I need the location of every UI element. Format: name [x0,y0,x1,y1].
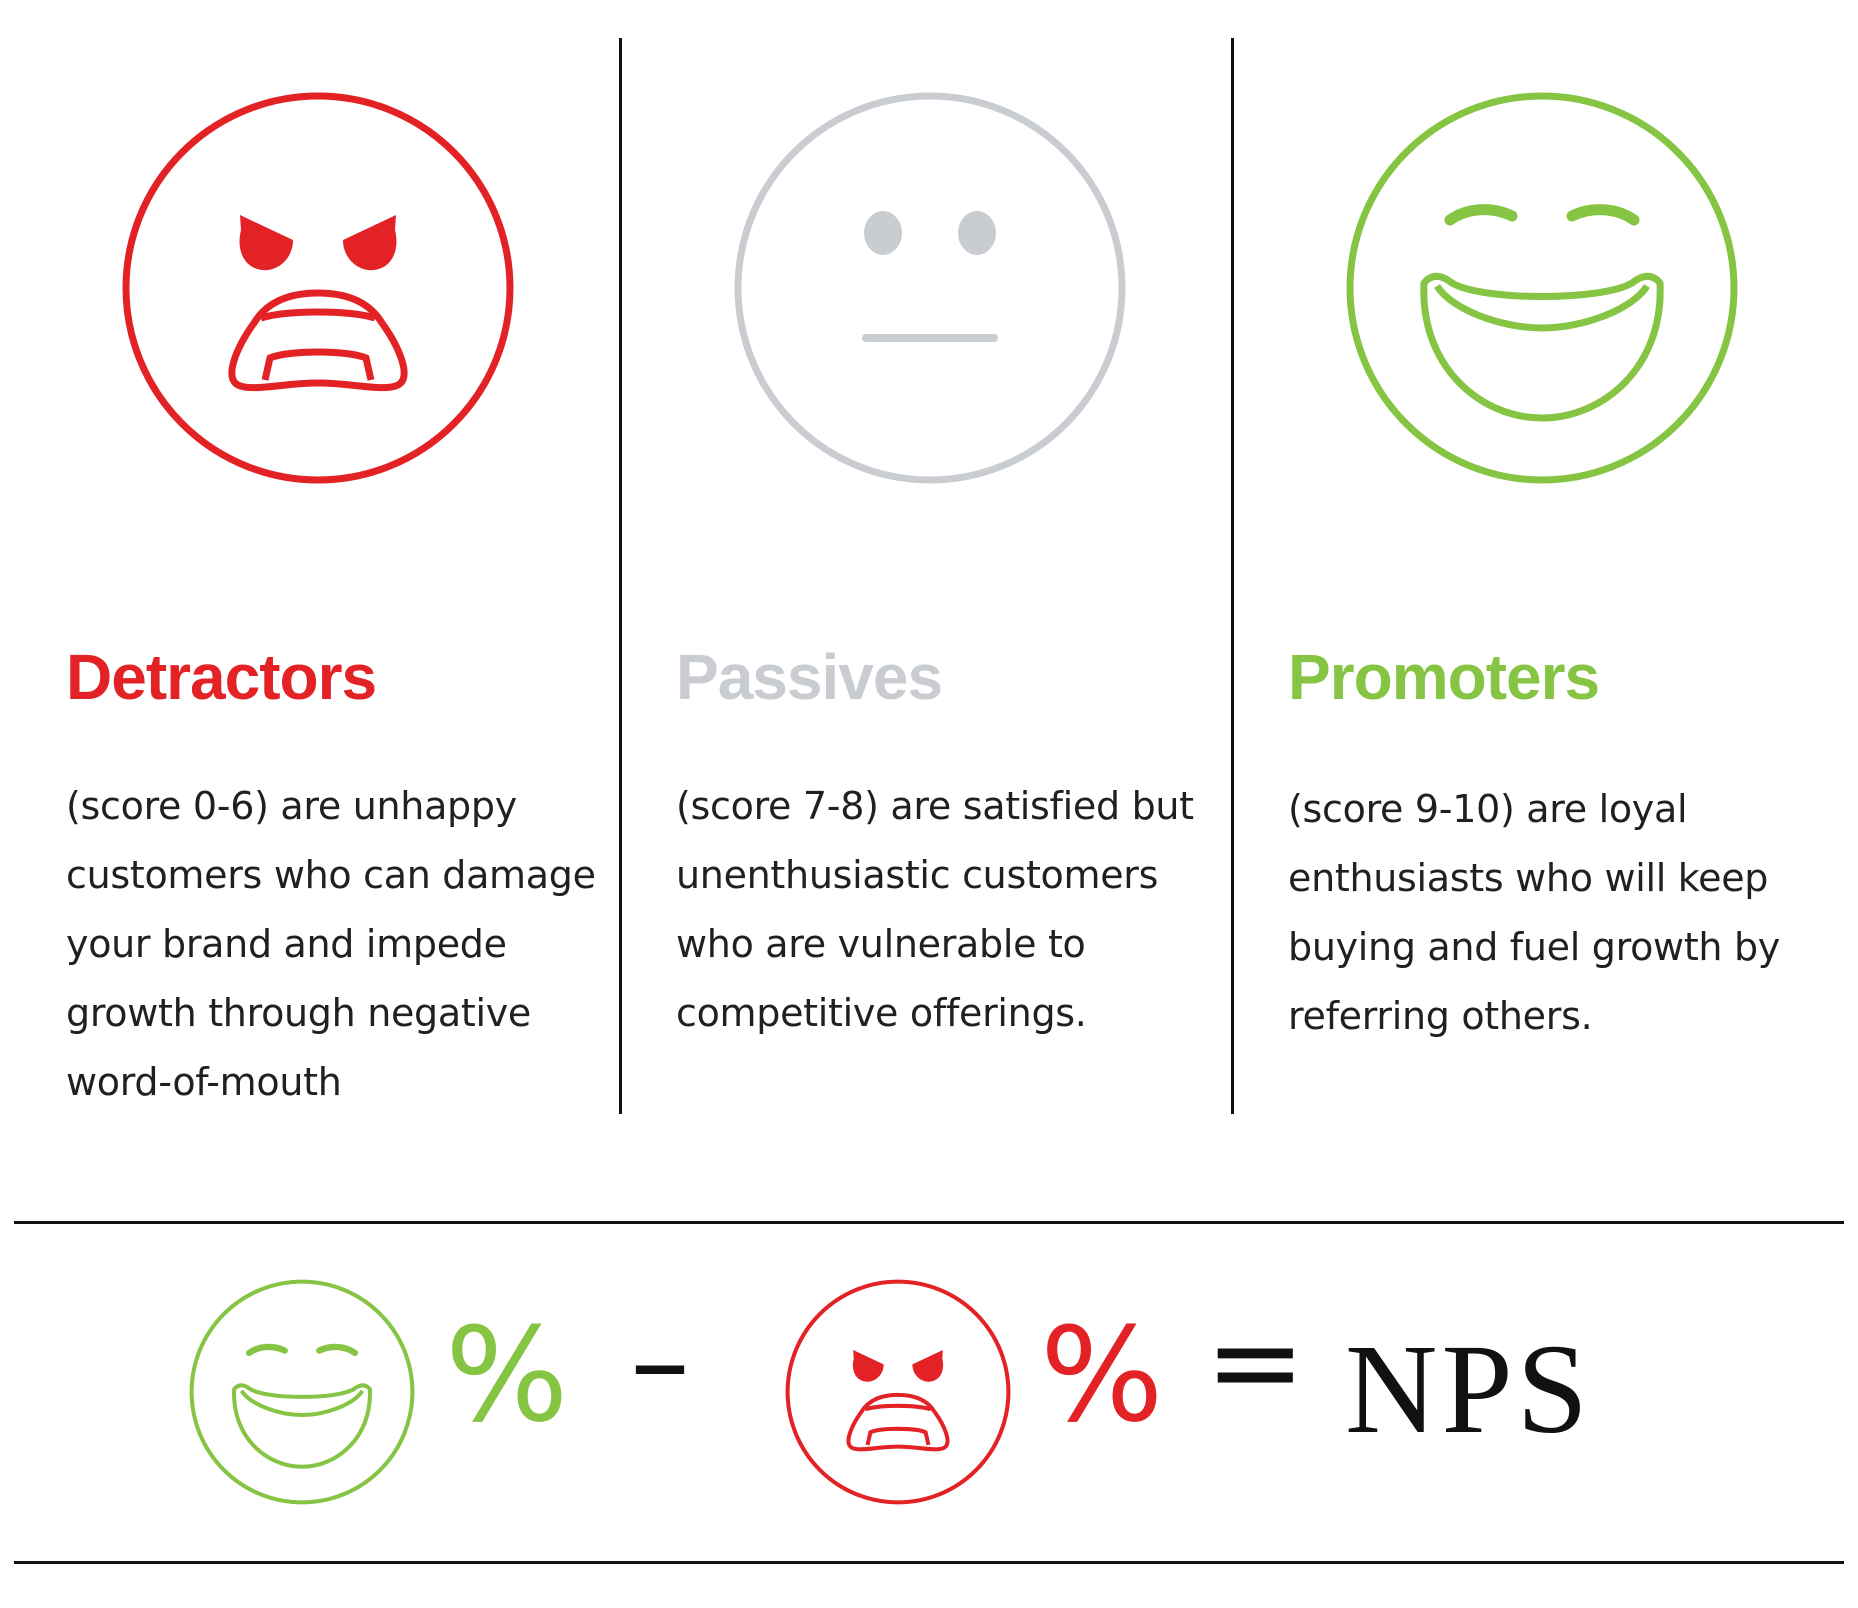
detractors-column: Detractors (score 0-6) are unhappy custo… [40,0,600,1120]
nps-label: NPS [1345,1318,1592,1460]
detractors-description: (score 0-6) are unhappy customers who ca… [66,784,596,1104]
promoters-column: Promoters (score 9-10) are loyal enthusi… [1262,0,1822,1120]
passives-heading: Passives [676,641,943,713]
passives-description: (score 7-8) are satisfied but unenthusia… [676,784,1194,1035]
promoters-description: (score 9-10) are loyal enthusiasts who w… [1288,787,1780,1038]
angry-face-icon [783,1277,1013,1507]
detractors-heading: Detractors [66,641,377,713]
passives-column: Passives (score 7-8) are satisfied but u… [650,0,1210,1120]
column-divider [619,38,622,1114]
formula-top-rule [14,1221,1844,1224]
neutral-face-icon [730,88,1130,488]
detractor-percent: % [1040,1299,1164,1451]
equals-sign: = [1205,1293,1306,1432]
angry-face-icon [118,88,518,488]
promoters-heading: Promoters [1288,641,1600,713]
promoter-percent: % [445,1299,569,1451]
laughing-face-icon [1342,88,1742,488]
minus-sign: – [630,1293,690,1432]
laughing-face-icon [187,1277,417,1507]
formula-bottom-rule [14,1561,1844,1564]
nps-formula: % – % = NPS [0,1225,1858,1560]
column-divider [1231,38,1234,1114]
